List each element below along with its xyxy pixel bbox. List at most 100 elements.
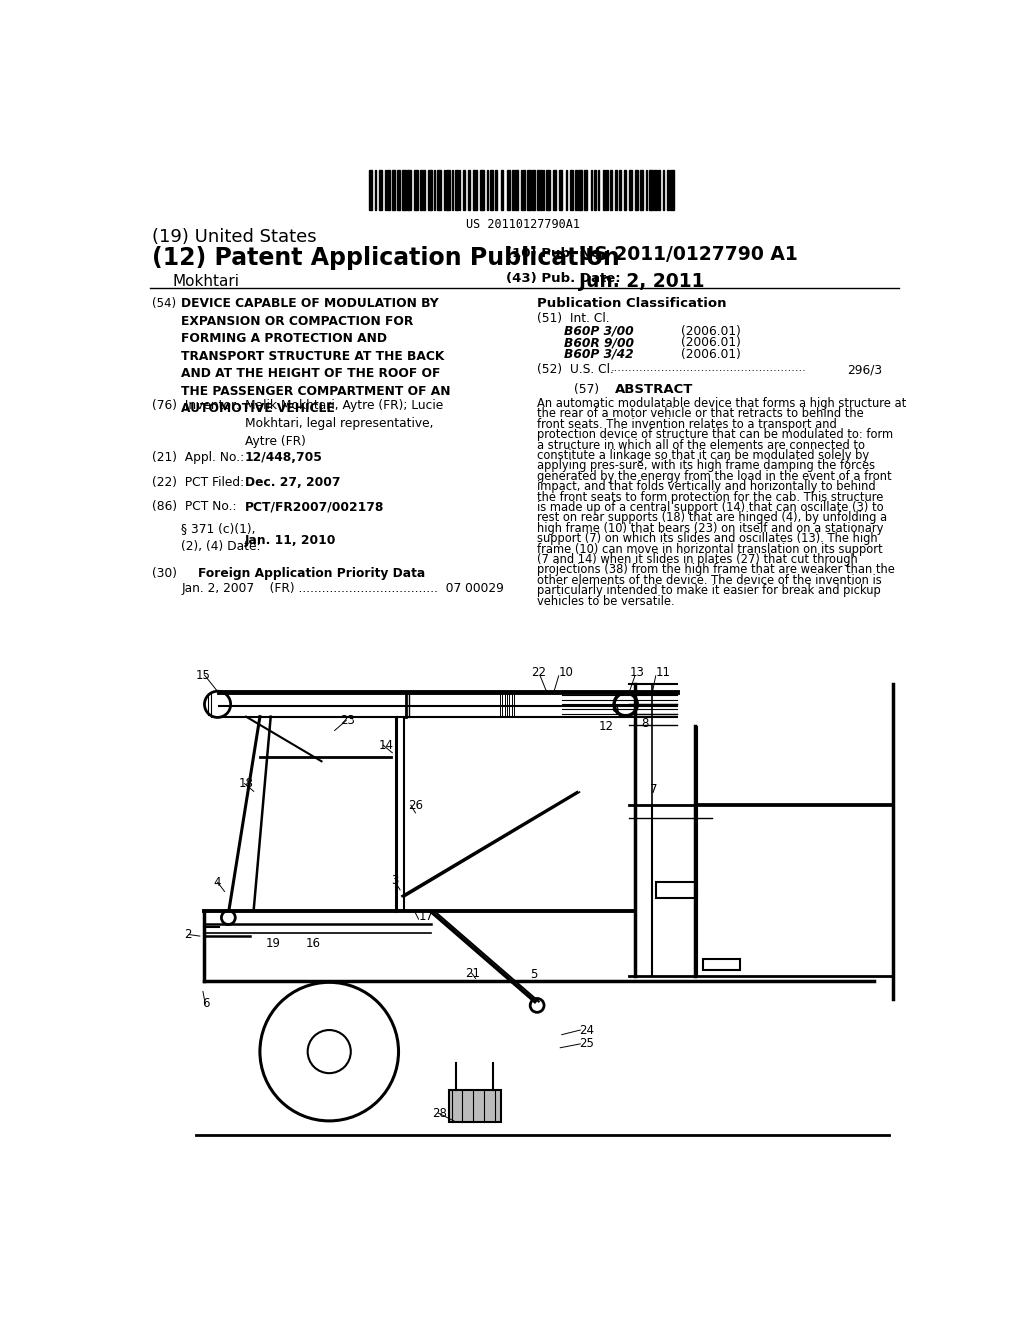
Bar xyxy=(606,170,608,210)
Text: (51)  Int. Cl.: (51) Int. Cl. xyxy=(538,313,609,326)
Bar xyxy=(546,170,550,210)
Text: 12: 12 xyxy=(599,721,613,733)
Bar xyxy=(591,170,592,210)
Bar xyxy=(444,170,445,210)
Bar xyxy=(370,170,372,210)
Text: § 371 (c)(1),
(2), (4) Date:: § 371 (c)(1), (2), (4) Date: xyxy=(181,521,261,553)
Bar xyxy=(553,170,556,210)
Text: (2006.01): (2006.01) xyxy=(681,348,741,360)
Text: 3: 3 xyxy=(391,874,398,887)
Bar xyxy=(459,170,460,210)
Bar xyxy=(428,170,432,210)
Text: 10: 10 xyxy=(559,667,573,680)
Text: B60P 3/42: B60P 3/42 xyxy=(564,348,634,360)
Bar xyxy=(584,170,587,210)
Bar xyxy=(486,170,488,210)
Text: (30): (30) xyxy=(153,566,177,579)
Text: 14: 14 xyxy=(379,739,393,751)
Bar xyxy=(480,170,484,210)
Text: 9: 9 xyxy=(611,705,618,718)
Text: 2: 2 xyxy=(184,928,191,941)
Bar xyxy=(625,170,626,210)
Text: Jan. 11, 2010: Jan. 11, 2010 xyxy=(245,535,336,548)
Bar xyxy=(423,170,425,210)
Text: Foreign Application Priority Data: Foreign Application Priority Data xyxy=(199,566,426,579)
Bar xyxy=(620,170,621,210)
Text: the rear of a motor vehicle or that retracts to behind the: the rear of a motor vehicle or that retr… xyxy=(538,408,864,421)
Text: 19: 19 xyxy=(265,937,281,950)
Text: (86)  PCT No.:: (86) PCT No.: xyxy=(153,500,237,513)
Text: particularly intended to make it easier for break and pickup: particularly intended to make it easier … xyxy=(538,585,881,597)
Bar xyxy=(594,170,596,210)
Text: impact, and that folds vertically and horizontally to behind: impact, and that folds vertically and ho… xyxy=(538,480,876,494)
Text: 25: 25 xyxy=(579,1038,594,1051)
Text: (54): (54) xyxy=(153,297,176,310)
Text: 7: 7 xyxy=(649,783,657,796)
Text: DEVICE CAPABLE OF MODULATION BY
EXPANSION OR COMPACTION FOR
FORMING A PROTECTION: DEVICE CAPABLE OF MODULATION BY EXPANSIO… xyxy=(181,297,451,414)
Bar xyxy=(653,170,657,210)
Bar xyxy=(541,170,542,210)
Bar xyxy=(670,170,674,210)
Bar xyxy=(402,170,406,210)
Text: 17: 17 xyxy=(419,911,433,924)
Text: B60P 3/00: B60P 3/00 xyxy=(564,325,634,338)
Bar xyxy=(537,170,539,210)
Text: (10) Pub. No.:: (10) Pub. No.: xyxy=(506,247,611,260)
Bar xyxy=(515,170,518,210)
Bar xyxy=(407,170,411,210)
Bar xyxy=(490,170,493,210)
Bar xyxy=(507,170,510,210)
Bar xyxy=(387,170,390,210)
Bar xyxy=(658,170,660,210)
Text: US 2011/0127790 A1: US 2011/0127790 A1 xyxy=(580,246,799,264)
Bar xyxy=(414,170,418,210)
Bar xyxy=(559,170,562,210)
Text: (76)  Inventor:: (76) Inventor: xyxy=(153,399,240,412)
Bar xyxy=(455,170,458,210)
Text: Dec. 27, 2007: Dec. 27, 2007 xyxy=(245,475,340,488)
Text: generated by the energy from the load in the event of a front: generated by the energy from the load in… xyxy=(538,470,892,483)
Text: the front seats to form protection for the cab. This structure: the front seats to form protection for t… xyxy=(538,491,884,504)
Text: (2006.01): (2006.01) xyxy=(681,325,741,338)
Bar xyxy=(635,170,638,210)
Bar xyxy=(468,170,470,210)
Bar xyxy=(575,170,578,210)
Text: (22)  PCT Filed:: (22) PCT Filed: xyxy=(153,475,245,488)
Bar xyxy=(579,170,582,210)
Bar xyxy=(446,170,450,210)
Bar xyxy=(649,170,652,210)
Bar xyxy=(520,170,521,210)
Text: ......................................................: ........................................… xyxy=(610,363,806,374)
Bar xyxy=(629,170,632,210)
Text: 5: 5 xyxy=(530,968,538,981)
Text: 296/3: 296/3 xyxy=(847,363,882,376)
Bar xyxy=(434,170,435,210)
Bar xyxy=(512,170,514,210)
Bar xyxy=(527,170,530,210)
Bar xyxy=(570,170,572,210)
Text: vehicles to be versatile.: vehicles to be versatile. xyxy=(538,594,675,607)
Bar xyxy=(495,170,498,210)
Text: a structure in which all of the elements are connected to: a structure in which all of the elements… xyxy=(538,438,865,451)
Bar xyxy=(397,170,399,210)
Bar xyxy=(702,960,739,970)
Text: 22: 22 xyxy=(531,667,546,680)
Bar xyxy=(598,170,599,210)
Text: 13: 13 xyxy=(630,667,644,680)
Text: 8: 8 xyxy=(641,717,648,730)
Text: US 20110127790A1: US 20110127790A1 xyxy=(466,218,581,231)
Text: (43) Pub. Date:: (43) Pub. Date: xyxy=(506,272,621,285)
Text: PCT/FR2007/002178: PCT/FR2007/002178 xyxy=(245,500,384,513)
Text: (7 and 14) when it slides in plates (27) that cut through: (7 and 14) when it slides in plates (27)… xyxy=(538,553,858,566)
Text: applying pres-sure, with its high frame damping the forces: applying pres-sure, with its high frame … xyxy=(538,459,876,473)
Text: 16: 16 xyxy=(306,937,322,950)
Bar xyxy=(668,170,669,210)
Bar xyxy=(663,170,664,210)
Bar xyxy=(656,882,696,898)
Bar xyxy=(531,170,536,210)
Text: protection device of structure that can be modulated to: form: protection device of structure that can … xyxy=(538,428,893,441)
Text: other elements of the device. The device of the invention is: other elements of the device. The device… xyxy=(538,574,882,587)
Bar xyxy=(463,170,466,210)
Text: is made up of a central support (14) that can oscillate (3) to: is made up of a central support (14) tha… xyxy=(538,502,884,513)
Text: Jun. 2, 2011: Jun. 2, 2011 xyxy=(580,272,705,290)
